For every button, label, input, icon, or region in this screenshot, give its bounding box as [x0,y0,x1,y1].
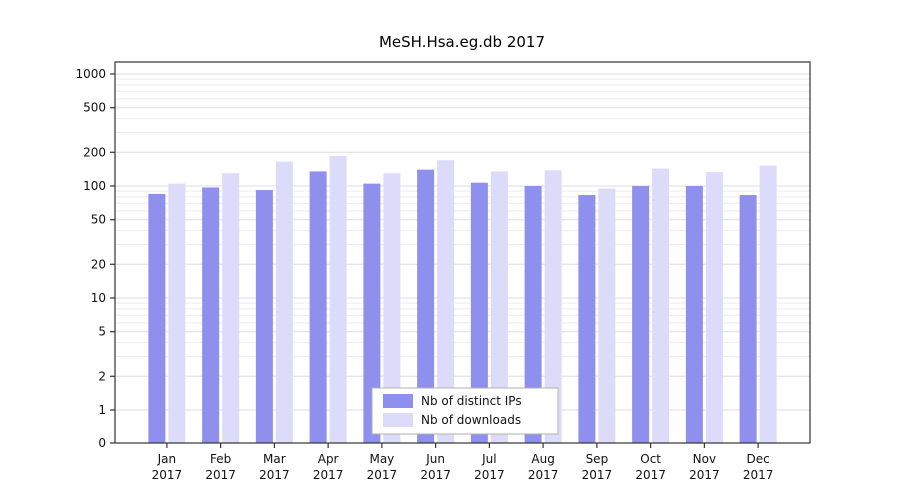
bar-downloads-aug [544,170,562,443]
x-tick-label-month: Dec [747,452,770,466]
x-tick-label-year: 2017 [313,468,344,482]
x-tick-label-year: 2017 [205,468,236,482]
bar-downloads-sep [598,188,616,443]
y-tick-label: 50 [91,213,106,227]
chart-title: MeSH.Hsa.eg.db 2017 [379,33,545,51]
gridlines [115,73,810,411]
bar-downloads-jan [168,183,186,443]
y-tick-label: 1 [98,403,106,417]
x-tick-label-year: 2017 [582,468,613,482]
x-tick-label-year: 2017 [367,468,398,482]
x-tick-label-month: May [369,452,394,466]
x-tick-label-year: 2017 [635,468,666,482]
bar-distinct-ips-aug [524,186,542,443]
bar-distinct-ips-nov [685,186,703,443]
bar-distinct-ips-mar [255,190,273,443]
bar-downloads-feb [222,173,240,443]
y-tick-label: 100 [83,179,106,193]
bars [148,156,777,444]
y-tick-label: 10 [91,291,106,305]
x-tick-label-month: Feb [210,452,231,466]
bar-distinct-ips-jun [417,169,435,443]
y-tick-label: 20 [91,257,106,271]
y-tick-label: 200 [83,145,106,159]
x-tick-label-year: 2017 [152,468,183,482]
bar-downloads-nov [705,172,723,444]
x-tick-label-month: Mar [263,452,286,466]
x-tick-label-year: 2017 [689,468,720,482]
bar-downloads-oct [652,168,670,444]
legend: Nb of distinct IPs Nb of downloads [371,387,559,435]
axes: 0 1 2 5 10 20 50 100 200 500 1000 Jan 2017 Feb 2017 Mar… [75,67,773,482]
x-tick-label-month: Nov [693,452,716,466]
legend-label-distinct-ips: Nb of distinct IPs [421,394,522,408]
y-tick-label: 5 [98,325,106,339]
bar-distinct-ips-may [363,183,381,443]
bar-distinct-ips-dec [739,195,757,443]
bar-downloads-apr [329,156,347,443]
x-tick-label-month: Sep [586,452,609,466]
x-tick-label-month: Apr [318,452,339,466]
bar-distinct-ips-jan [148,193,166,443]
bar-downloads-jun [437,160,455,443]
bar-downloads-dec [759,165,777,443]
x-tick-label-month: Jan [157,452,177,466]
legend-swatch-distinct-ips [383,394,413,408]
bar-distinct-ips-jul [470,182,488,443]
x-tick-label-year: 2017 [474,468,505,482]
y-tick-label: 0 [98,436,106,450]
legend-swatch-downloads [383,413,413,427]
bar-distinct-ips-sep [578,195,596,443]
y-tick-label: 1000 [75,67,106,81]
x-tick-label-year: 2017 [420,468,451,482]
x-tick-label-month: Jun [425,452,445,466]
plot-border [114,61,811,444]
y-tick-label: 500 [83,101,106,115]
x-tick-label-month: Oct [640,452,661,466]
bar-distinct-ips-oct [632,186,650,443]
bar-downloads-mar [275,161,293,444]
bar-distinct-ips-apr [309,171,327,443]
bar-downloads-may [383,173,401,443]
x-tick-label-month: Aug [531,452,554,466]
x-tick-label-month: Jul [481,452,496,466]
x-tick-label-year: 2017 [528,468,559,482]
bar-downloads-jul [490,171,508,443]
bar-distinct-ips-feb [202,187,220,443]
x-tick-label-year: 2017 [743,468,774,482]
legend-label-downloads: Nb of downloads [421,413,521,427]
y-tick-label: 2 [98,369,106,383]
x-tick-label-year: 2017 [259,468,290,482]
